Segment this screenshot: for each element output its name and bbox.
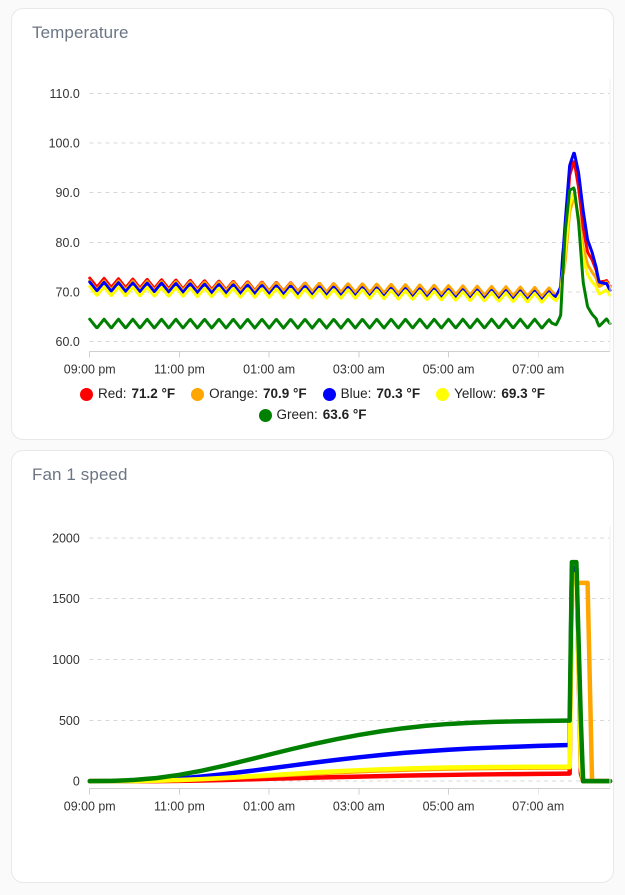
y-axis-tick-label: 500 bbox=[59, 714, 80, 728]
legend-item-yellow[interactable]: Yellow: 69.3 °F bbox=[436, 385, 545, 403]
legend-value: 69.3 °F bbox=[501, 386, 546, 401]
y-axis-tick-label: 110.0 bbox=[50, 87, 80, 101]
x-axis-tick-label: 05:00 am bbox=[423, 799, 475, 813]
y-axis-tick-label: 80.0 bbox=[56, 236, 80, 250]
x-axis-tick-label: 07:00 am bbox=[512, 362, 564, 376]
legend-value: 70.3 °F bbox=[376, 386, 421, 401]
legend-value: 70.9 °F bbox=[262, 386, 307, 401]
temperature-chart-card: Temperature 60.0 70.0 80.0 90.0 100.0 110.0 09… bbox=[11, 8, 614, 440]
legend-value: 63.6 °F bbox=[322, 407, 367, 422]
legend-label: Blue: bbox=[340, 386, 372, 401]
temperature-plot-area[interactable]: 60.0 70.0 80.0 90.0 100.0 110.0 09:00 pm 11:00 … bbox=[12, 9, 613, 439]
fan1-plot-area[interactable]: 0 500 1000 1500 2000 09:00 pm 11:00 pm 01:00 am… bbox=[12, 451, 613, 882]
x-axis-tick-label: 09:00 pm bbox=[64, 799, 116, 813]
x-axis-tick-label: 01:00 am bbox=[243, 362, 295, 376]
y-axis-tick-label: 2000 bbox=[52, 531, 80, 545]
y-axis-tick-label: 1000 bbox=[52, 653, 80, 667]
temperature-legend: Red: 71.2 °F Orange: 70.9 °F Blue: 70.3 °F Yel… bbox=[12, 385, 613, 424]
temperature-plot-svg: 60.0 70.0 80.0 90.0 100.0 110.0 09:00 pm 11:00 … bbox=[49, 78, 612, 376]
legend-color-dot-green bbox=[258, 408, 272, 422]
temperature-chart-title: Temperature bbox=[32, 23, 129, 42]
legend-item-blue[interactable]: Blue: 70.3 °F bbox=[322, 385, 421, 403]
series-line-orange bbox=[88, 195, 612, 298]
series-line-blue bbox=[87, 565, 613, 784]
x-axis-tick-label: 11:00 pm bbox=[154, 362, 205, 376]
legend-color-dot-blue bbox=[322, 387, 336, 401]
x-axis-tick-label: 07:00 am bbox=[512, 799, 564, 813]
legend-color-dot-yellow bbox=[436, 387, 450, 401]
y-axis-tick-label: 1500 bbox=[52, 592, 80, 606]
series-line-yellow bbox=[88, 192, 612, 304]
legend-label: Orange: bbox=[209, 386, 258, 401]
x-axis-tick-label: 09:00 pm bbox=[64, 362, 116, 376]
series-line-green bbox=[87, 559, 613, 784]
x-axis-tick-label: 03:00 am bbox=[333, 799, 385, 813]
series-line-red bbox=[88, 160, 612, 299]
legend-color-dot-red bbox=[79, 387, 93, 401]
x-axis-tick-label: 11:00 pm bbox=[154, 799, 205, 813]
y-axis-tick-label: 60.0 bbox=[56, 335, 80, 349]
x-axis-tick-label: 03:00 am bbox=[333, 362, 385, 376]
y-axis-tick-label: 100.0 bbox=[49, 137, 80, 151]
legend-item-orange[interactable]: Orange: 70.9 °F bbox=[191, 385, 307, 403]
series-line-orange bbox=[87, 580, 613, 784]
y-axis-tick-label: 90.0 bbox=[56, 186, 80, 200]
legend-item-green[interactable]: Green: 63.6 °F bbox=[258, 406, 367, 424]
fan1-plot-svg: 0 500 1000 1500 2000 09:00 pm 11:00 pm 01:00 am… bbox=[52, 525, 613, 813]
y-axis-tick-label: 0 bbox=[73, 775, 80, 789]
legend-color-dot-orange bbox=[191, 387, 205, 401]
series-line-green bbox=[88, 186, 612, 330]
series-line-red bbox=[87, 569, 613, 784]
fan1-chart-card: Fan 1 speed 0 500 1000 1500 2000 09:00 pm 11:0… bbox=[11, 450, 614, 883]
x-axis-tick-label: 01:00 am bbox=[243, 799, 295, 813]
legend-value: 71.2 °F bbox=[131, 386, 176, 401]
legend-label: Yellow: bbox=[454, 386, 497, 401]
y-axis-tick-label: 70.0 bbox=[56, 285, 80, 299]
legend-item-red[interactable]: Red: 71.2 °F bbox=[79, 385, 176, 403]
legend-label: Green: bbox=[276, 407, 318, 422]
fan1-chart-title: Fan 1 speed bbox=[32, 465, 128, 484]
legend-label: Red: bbox=[97, 386, 127, 401]
x-axis-tick-label: 05:00 am bbox=[423, 362, 475, 376]
series-line-blue bbox=[88, 151, 612, 302]
series-line-yellow bbox=[87, 572, 613, 784]
